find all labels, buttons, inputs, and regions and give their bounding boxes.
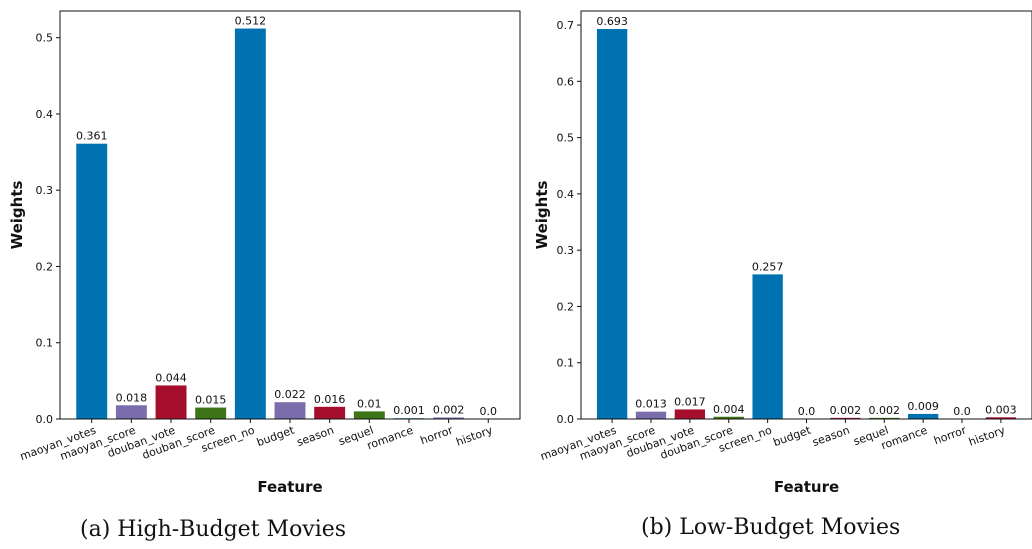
x-axis-title: Feature xyxy=(257,478,322,496)
x-tick-label: romance xyxy=(365,424,415,453)
caption-low-budget: (b) Low-Budget Movies xyxy=(641,515,901,540)
x-tick-label: horror xyxy=(932,423,968,447)
y-tick-label: 0.1 xyxy=(36,337,54,350)
x-tick-label: history xyxy=(454,423,494,448)
axes-frame xyxy=(580,10,1032,420)
y-tick-label: 0.5 xyxy=(36,32,54,45)
bar-maoyan-votes xyxy=(76,143,108,419)
y-tick-label: 0.6 xyxy=(557,75,575,88)
bar-maoyan-score xyxy=(635,411,667,419)
data-label: 0.009 xyxy=(907,400,939,413)
x-tick-label: season xyxy=(295,424,336,449)
data-label: 0.004 xyxy=(713,403,745,416)
bar-history xyxy=(985,417,1017,419)
data-label: 0.01 xyxy=(357,397,382,410)
data-label: 0.017 xyxy=(674,395,706,408)
x-tick-label: history xyxy=(967,423,1007,448)
bar-screen-no xyxy=(752,274,783,419)
bar-sequel xyxy=(353,411,385,419)
caption-high-budget: (a) High-Budget Movies xyxy=(80,517,347,542)
chart-low-budget: 0.693maoyan_votes0.013maoyan_score0.017d… xyxy=(533,10,1032,496)
y-tick-label: 0.4 xyxy=(557,188,575,201)
y-tick-label: 0.1 xyxy=(557,357,575,370)
bar-maoyan-votes xyxy=(596,29,628,419)
data-label: 0.002 xyxy=(830,404,862,417)
y-tick-label: 0.4 xyxy=(36,108,54,121)
data-label: 0.361 xyxy=(76,130,108,143)
data-label: 0.015 xyxy=(195,394,227,407)
x-axis-title: Feature xyxy=(774,478,839,496)
data-label: 0.693 xyxy=(596,15,628,28)
x-tick-label: season xyxy=(811,424,852,449)
chart-high-budget: 0.361maoyan_votes0.018maoyan_score0.044d… xyxy=(8,10,521,496)
y-tick-label: 0.0 xyxy=(36,413,54,426)
x-tick-label: budget xyxy=(255,423,297,449)
axes-frame xyxy=(59,10,521,420)
bar-douban-score xyxy=(195,407,227,419)
y-tick-label: 0.2 xyxy=(557,300,575,313)
y-tick-label: 0.3 xyxy=(557,244,575,257)
y-tick-label: 0.7 xyxy=(557,19,575,32)
data-label: 0.257 xyxy=(752,260,784,273)
data-label: 0.016 xyxy=(314,393,346,406)
data-label: 0.003 xyxy=(985,403,1017,416)
y-tick-label: 0.3 xyxy=(36,184,54,197)
y-tick-label: 0.5 xyxy=(557,132,575,145)
bar-horror xyxy=(433,417,465,419)
data-label: 0.013 xyxy=(635,398,667,411)
y-axis-title: Weights xyxy=(8,181,26,250)
data-label: 0.0 xyxy=(798,405,816,418)
data-label: 0.0 xyxy=(480,405,498,418)
bar-douban-vote xyxy=(674,409,706,419)
data-label: 0.022 xyxy=(274,388,306,401)
bar-douban-vote xyxy=(155,385,187,419)
data-label: 0.0 xyxy=(953,405,971,418)
y-axis-title: Weights xyxy=(533,181,551,250)
x-tick-label: budget xyxy=(771,423,813,449)
bar-romance xyxy=(907,413,939,419)
bar-maoyan-score xyxy=(115,405,147,419)
bar-douban-score xyxy=(713,416,744,419)
data-label: 0.044 xyxy=(155,371,187,384)
data-label: 0.018 xyxy=(116,391,148,404)
data-label: 0.512 xyxy=(235,15,267,28)
bar-budget xyxy=(274,402,306,419)
data-label: 0.001 xyxy=(393,404,425,417)
y-tick-label: 0.0 xyxy=(557,413,575,426)
data-label: 0.002 xyxy=(433,403,465,416)
bar-sequel xyxy=(869,417,900,419)
bar-season xyxy=(830,417,861,419)
y-tick-label: 0.2 xyxy=(36,260,54,273)
bar-screen-no xyxy=(234,28,266,419)
x-tick-label: horror xyxy=(419,423,455,447)
data-label: 0.002 xyxy=(869,404,901,417)
bar-season xyxy=(314,406,346,419)
